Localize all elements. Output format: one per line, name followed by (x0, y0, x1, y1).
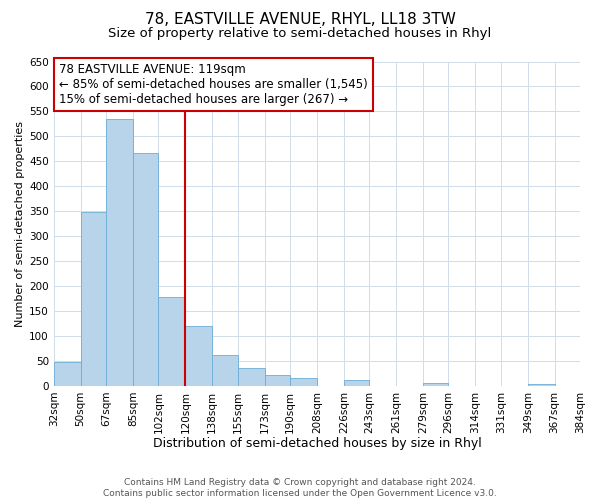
Y-axis label: Number of semi-detached properties: Number of semi-detached properties (15, 120, 25, 326)
Bar (158, 297, 185, 386)
Bar (133, 154, 158, 386)
Bar (54, 362, 80, 386)
Text: Size of property relative to semi-detached houses in Rhyl: Size of property relative to semi-detach… (109, 28, 491, 40)
X-axis label: Distribution of semi-detached houses by size in Rhyl: Distribution of semi-detached houses by … (152, 437, 481, 450)
Bar (423, 384, 448, 386)
Bar (238, 368, 265, 386)
Text: Contains HM Land Registry data © Crown copyright and database right 2024.
Contai: Contains HM Land Registry data © Crown c… (103, 478, 497, 498)
Bar (106, 119, 133, 386)
Bar (290, 378, 317, 386)
Bar (212, 355, 238, 386)
Bar (265, 375, 290, 386)
Bar (344, 380, 369, 386)
Text: 78 EASTVILLE AVENUE: 119sqm
← 85% of semi-detached houses are smaller (1,545)
15: 78 EASTVILLE AVENUE: 119sqm ← 85% of sem… (59, 63, 368, 106)
Text: 78, EASTVILLE AVENUE, RHYL, LL18 3TW: 78, EASTVILLE AVENUE, RHYL, LL18 3TW (145, 12, 455, 28)
Bar (80, 212, 106, 386)
Bar (527, 384, 554, 386)
Bar (185, 326, 212, 386)
